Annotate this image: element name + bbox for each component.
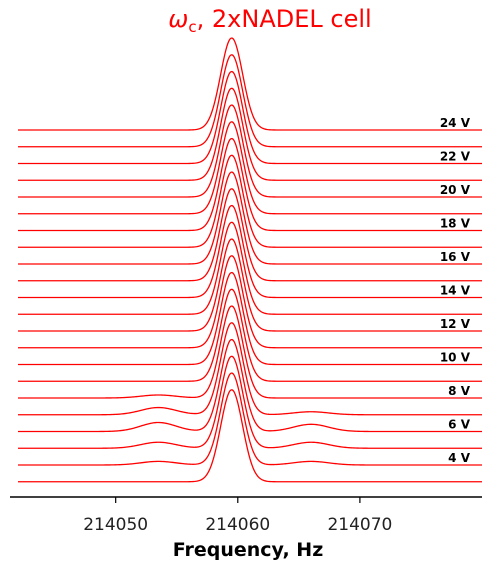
trace-label: 10 V bbox=[440, 351, 471, 365]
trace-19v bbox=[18, 121, 482, 215]
trace-14v bbox=[18, 204, 482, 299]
trace-label: 6 V bbox=[448, 418, 471, 432]
trace-12v bbox=[18, 238, 482, 332]
trace-22v bbox=[18, 70, 482, 165]
trace-5v bbox=[18, 355, 482, 449]
trace-13v bbox=[18, 221, 482, 315]
x-axis-label: Frequency, Hz bbox=[173, 539, 324, 561]
trace-7v bbox=[18, 322, 482, 416]
trace-18v bbox=[18, 137, 482, 232]
trace-3v bbox=[18, 389, 482, 483]
trace-label: 14 V bbox=[440, 284, 471, 298]
trace-24v bbox=[18, 37, 482, 131]
trace-9v bbox=[18, 288, 482, 382]
trace-21v bbox=[18, 87, 482, 181]
trace-4v bbox=[18, 372, 482, 466]
trace-label: 8 V bbox=[448, 384, 471, 398]
trace-label: 20 V bbox=[440, 183, 471, 197]
trace-15v bbox=[18, 188, 482, 282]
trace-23v bbox=[18, 54, 482, 148]
x-tick-label: 214050 bbox=[83, 515, 148, 535]
trace-label: 4 V bbox=[448, 451, 471, 465]
title-subscript: c bbox=[188, 18, 196, 36]
x-tick-group: 214050 214060 214070 bbox=[83, 497, 392, 535]
trace-label: 18 V bbox=[440, 217, 471, 231]
title-symbol: ω bbox=[168, 5, 188, 33]
title-text: , 2xNADEL cell bbox=[197, 5, 372, 33]
trace-group bbox=[18, 37, 482, 483]
trace-label: 22 V bbox=[440, 150, 471, 164]
trace-20v bbox=[18, 104, 482, 198]
trace-label: 16 V bbox=[440, 250, 471, 264]
trace-label: 24 V bbox=[440, 116, 471, 130]
x-tick-label: 214060 bbox=[205, 515, 270, 535]
trace-17v bbox=[18, 154, 482, 248]
trace-11v bbox=[18, 255, 482, 349]
trace-label: 12 V bbox=[440, 317, 471, 331]
trace-label-group: 24 V 22 V 20 V 18 V 16 V 14 V 12 V 10 V 8 V 6 V 4 … bbox=[440, 116, 471, 465]
trace-8v bbox=[18, 305, 482, 399]
x-tick-label: 214070 bbox=[327, 515, 392, 535]
trace-6v bbox=[18, 338, 482, 433]
trace-10v bbox=[18, 271, 482, 366]
trace-16v bbox=[18, 171, 482, 265]
chart-title: ωc, 2xNADEL cell bbox=[168, 5, 371, 36]
